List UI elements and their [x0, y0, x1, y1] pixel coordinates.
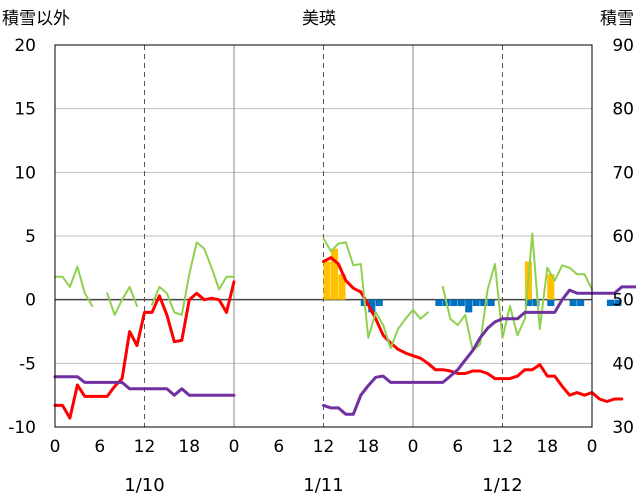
x-tick-label: 18 — [536, 437, 558, 457]
bar — [487, 299, 495, 307]
plot-frame — [54, 44, 593, 428]
bar — [569, 299, 577, 307]
series-line — [53, 280, 236, 420]
right-tick-label: 50 — [612, 291, 634, 311]
bar — [457, 299, 465, 307]
x-tick-label: 12 — [492, 437, 514, 457]
x-tick-label: 18 — [357, 437, 379, 457]
x-tick-label: 6 — [273, 437, 284, 457]
left-tick-label: -5 — [19, 354, 36, 374]
series-line — [53, 375, 236, 397]
bar — [338, 274, 346, 300]
series-line — [151, 241, 235, 316]
right-tick-label: 70 — [612, 163, 634, 183]
date-label: 1/11 — [303, 475, 343, 496]
right-axis-label: 積雪 — [600, 9, 634, 29]
bar — [547, 274, 555, 300]
bar — [577, 299, 585, 307]
chart-title: 美瑛 — [302, 9, 336, 29]
right-tick-label: 80 — [612, 100, 634, 120]
left-tick-label: 10 — [14, 163, 36, 183]
right-tick-label: 40 — [612, 354, 634, 374]
bar — [368, 299, 376, 313]
date-label: 1/12 — [482, 475, 522, 496]
x-tick-label: 0 — [229, 437, 240, 457]
x-tick-label: 12 — [313, 437, 335, 457]
right-tick-label: 90 — [612, 36, 634, 56]
bar — [323, 261, 331, 300]
series-line — [441, 232, 593, 352]
series-line — [322, 285, 636, 416]
x-tick-label: 6 — [452, 437, 463, 457]
x-tick-label: 12 — [134, 437, 156, 457]
left-axis-label: 積雪以外 — [2, 9, 70, 29]
bar — [532, 299, 540, 307]
right-tick-label: 60 — [612, 227, 634, 247]
bar — [472, 299, 480, 307]
x-tick-label: 18 — [178, 437, 200, 457]
bar — [435, 299, 443, 307]
bar — [375, 299, 383, 307]
bar — [465, 299, 473, 313]
series-line — [322, 256, 624, 403]
left-tick-label: -10 — [8, 418, 36, 438]
bar — [547, 299, 555, 307]
grid-layer — [55, 44, 592, 428]
series-line — [54, 265, 94, 307]
bar — [450, 299, 458, 307]
x-tick-label: 0 — [587, 437, 598, 457]
bar — [330, 248, 339, 300]
x-tick-label: 0 — [408, 437, 419, 457]
x-tick-label: 6 — [94, 437, 105, 457]
left-tick-label: 15 — [14, 100, 36, 120]
bar — [524, 299, 532, 307]
left-tick-label: 20 — [14, 36, 36, 56]
left-tick-label: 5 — [25, 227, 36, 247]
bar — [614, 299, 622, 307]
series-line — [322, 237, 429, 350]
line-layer — [53, 232, 636, 420]
series-line — [106, 285, 138, 316]
bar — [480, 299, 488, 307]
bar — [606, 299, 615, 307]
date-label: 1/10 — [124, 475, 164, 496]
left-tick-label: 0 — [25, 291, 36, 311]
x-tick-label: 0 — [50, 437, 61, 457]
right-tick-label: 30 — [612, 418, 634, 438]
